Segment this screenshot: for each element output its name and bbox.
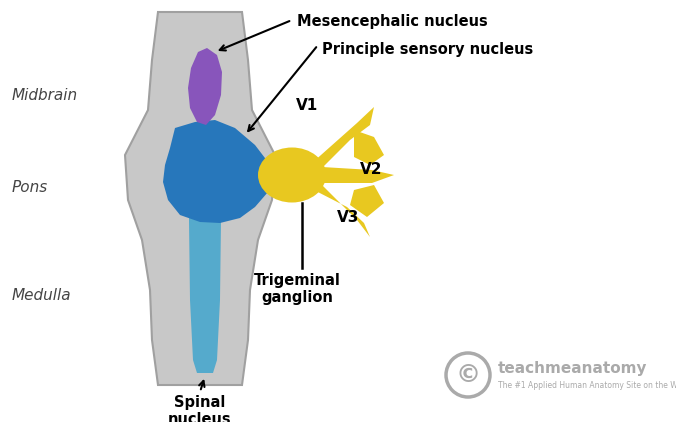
Polygon shape: [354, 130, 384, 165]
Text: Principle sensory nucleus: Principle sensory nucleus: [322, 42, 533, 57]
Text: Trigeminal
ganglion: Trigeminal ganglion: [254, 273, 341, 306]
Polygon shape: [312, 107, 374, 170]
Polygon shape: [189, 160, 221, 373]
Text: Medulla: Medulla: [12, 287, 72, 303]
Ellipse shape: [258, 148, 326, 203]
Polygon shape: [312, 183, 370, 237]
Polygon shape: [322, 167, 394, 183]
Polygon shape: [350, 185, 384, 217]
Text: Spinal
nucleus: Spinal nucleus: [168, 395, 232, 422]
Text: Pons: Pons: [12, 181, 48, 195]
Polygon shape: [163, 120, 270, 223]
Text: The #1 Applied Human Anatomy Site on the Web.: The #1 Applied Human Anatomy Site on the…: [498, 381, 676, 390]
Polygon shape: [125, 12, 275, 385]
Text: V3: V3: [337, 211, 360, 225]
Text: teachmeanatomy: teachmeanatomy: [498, 360, 648, 376]
Text: V1: V1: [296, 97, 318, 113]
Text: Midbrain: Midbrain: [12, 87, 78, 103]
Polygon shape: [188, 48, 222, 125]
Text: ©: ©: [456, 363, 481, 387]
Text: V2: V2: [360, 162, 383, 178]
Text: Mesencephalic nucleus: Mesencephalic nucleus: [297, 14, 488, 29]
